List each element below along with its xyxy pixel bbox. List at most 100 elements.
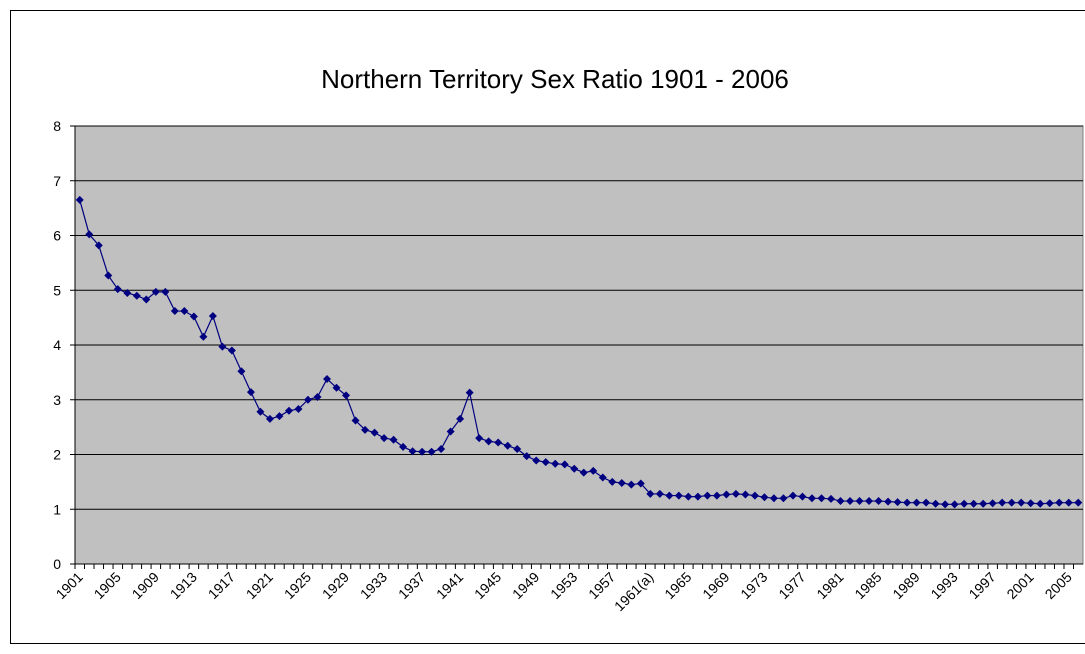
data-point (303, 395, 312, 404)
data-point (1074, 498, 1083, 507)
y-tick-label: 6 (53, 228, 61, 244)
data-point (1036, 499, 1045, 508)
data-point (703, 491, 712, 500)
data-point (494, 438, 503, 447)
y-tick-label: 4 (53, 337, 61, 353)
data-point (1007, 498, 1016, 507)
y-tick-label: 1 (53, 501, 61, 517)
data-point (1045, 499, 1054, 508)
data-point (931, 499, 940, 508)
data-point (475, 434, 484, 443)
data-point (836, 497, 845, 506)
y-tick-label: 7 (53, 173, 61, 189)
data-point (75, 195, 84, 204)
data-point (218, 342, 227, 351)
data-point (760, 493, 769, 502)
data-point (113, 285, 122, 294)
data-point (960, 499, 969, 508)
data-point (170, 307, 179, 316)
data-point (969, 499, 978, 508)
data-point (437, 445, 446, 454)
data-point (893, 498, 902, 507)
data-point (846, 497, 855, 506)
data-point (199, 332, 208, 341)
data-point (189, 312, 198, 321)
data-point (180, 307, 189, 316)
data-point (94, 241, 103, 250)
data-point (636, 479, 645, 488)
data-point (979, 499, 988, 508)
data-point (1017, 498, 1026, 507)
data-point (617, 478, 626, 487)
data-point (674, 491, 683, 500)
data-point (389, 435, 398, 444)
data-point (922, 498, 931, 507)
data-point (522, 452, 531, 461)
data-point (655, 489, 664, 498)
data-point (827, 494, 835, 503)
data-point (817, 494, 826, 503)
data-point (807, 494, 816, 503)
data-point (408, 447, 417, 456)
data-point (646, 489, 655, 498)
data-point (1064, 498, 1073, 507)
data-point (132, 291, 141, 300)
data-point (988, 499, 997, 508)
data-point (798, 492, 807, 501)
data-point (332, 383, 341, 392)
data-point (237, 367, 246, 376)
y-tick-label: 5 (53, 282, 61, 298)
data-point (123, 288, 132, 297)
data-point (722, 490, 731, 499)
data-point (560, 460, 569, 469)
data-point (85, 230, 94, 239)
y-tick-label: 8 (53, 118, 61, 134)
data-point (551, 459, 560, 468)
data-point (503, 441, 512, 450)
data-point (865, 497, 874, 506)
data-point (465, 388, 474, 397)
data-point (104, 271, 113, 280)
data-point (712, 491, 721, 500)
data-point (684, 492, 693, 501)
data-point (208, 311, 217, 320)
data-point (418, 447, 427, 456)
y-tick-label: 0 (53, 556, 61, 572)
data-point (950, 500, 959, 509)
data-point (608, 477, 617, 486)
data-point (142, 295, 151, 304)
data-point (779, 494, 788, 503)
data-point (427, 447, 436, 456)
series-line (79, 199, 1079, 505)
chart-title: Northern Territory Sex Ratio 1901 - 2006 (321, 64, 789, 94)
data-point (361, 425, 370, 434)
data-point (912, 498, 921, 507)
data-point (769, 494, 778, 503)
data-point (246, 388, 255, 397)
data-point (484, 437, 493, 446)
data-point (323, 374, 331, 383)
data-point (532, 456, 541, 465)
data-point (446, 427, 455, 436)
data-point (570, 464, 579, 473)
data-point (370, 428, 379, 437)
data-point (855, 497, 864, 506)
data-point (161, 287, 170, 296)
data-point (750, 491, 759, 500)
data-point (227, 346, 236, 355)
data-point (788, 491, 797, 500)
data-point (294, 405, 303, 414)
data-point (874, 497, 883, 506)
data-point (627, 480, 636, 489)
data-point (265, 414, 274, 423)
data-point (151, 287, 160, 296)
data-point (1055, 498, 1064, 507)
data-point (998, 498, 1007, 507)
data-point (731, 489, 740, 498)
data-point (665, 491, 674, 500)
data-point (513, 445, 522, 454)
data-point (941, 500, 950, 509)
data-point (903, 498, 912, 507)
data-point (579, 468, 588, 477)
